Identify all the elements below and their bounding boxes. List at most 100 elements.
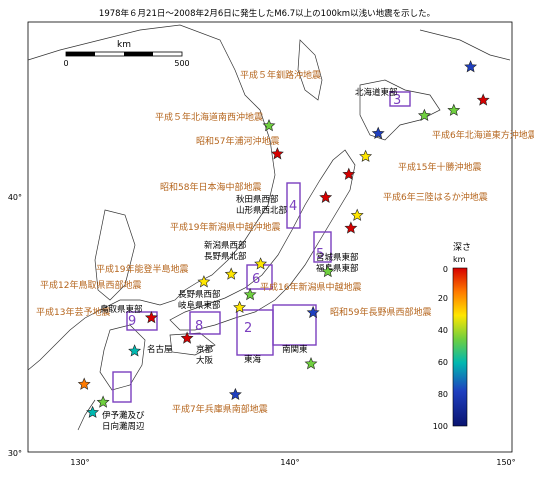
lat-tick-30: 30° (8, 449, 22, 458)
map-title: 1978年６月21日～2008年2月6日に発生したM6.7以上の100km以浅い… (99, 8, 435, 19)
earthquake-star-1 (476, 93, 490, 106)
region-box-tohoku (313, 231, 332, 263)
earthquake-markers (77, 60, 490, 418)
region-number-6: 6 (252, 272, 260, 287)
region-label-10: 名古屋 (147, 344, 173, 355)
earthquake-star-22 (304, 357, 318, 370)
scale-unit: km (117, 40, 131, 50)
quake-label-11: 平成13年芸予地震 (36, 306, 110, 318)
earthquake-star-3 (417, 108, 431, 122)
legend-tick-3: 60 (438, 358, 448, 367)
legend-tick-5: 100 (433, 422, 448, 431)
quake-label-4: 平成15年十勝沖地震 (398, 161, 481, 173)
region-box-akita (286, 182, 301, 229)
earthquake-star-14 (224, 267, 238, 280)
earthquake-star-16 (243, 287, 257, 301)
earthquake-star-17 (233, 300, 247, 314)
earthquake-star-8 (270, 147, 284, 160)
earthquake-star-26 (77, 377, 91, 390)
quake-label-1: 平成５年北海道南西沖地震 (155, 111, 263, 123)
region-label-9: 鳥取県東部 (100, 304, 143, 315)
region-label-16: 日向灘周辺 (102, 421, 145, 432)
legend-tick-0: 0 (443, 265, 448, 274)
quake-label-12: 昭和59年長野県西部地震 (330, 306, 431, 318)
earthquake-star-11 (350, 208, 364, 221)
region-number-8: 8 (195, 319, 203, 334)
quake-label-7: 平成19年新潟県中越沖地震 (170, 221, 280, 233)
quake-label-9: 平成16年新潟県中越地震 (260, 281, 361, 293)
earthquake-star-6 (342, 167, 356, 180)
earthquake-star-20 (128, 344, 142, 357)
legend-unit: km (453, 255, 466, 264)
scale-max: 500 (174, 59, 189, 68)
earthquake-star-18 (306, 305, 320, 319)
lat-tick-40: 40° (8, 193, 22, 202)
region-box-kyushu (112, 371, 132, 403)
quake-label-6: 平成6年三陸はるか沖地震 (383, 191, 488, 203)
scale-min: 0 (63, 59, 68, 68)
lon-tick-140: 140° (280, 458, 299, 467)
region-labels: 北海道東部 秋田県西部 山形県西北部 新潟県西部 長野県北部 宮城県東部 福島県… (100, 87, 398, 432)
quake-label-0: 平成５年釧路沖地震 (240, 69, 321, 81)
region-label-13: 東海 (244, 354, 262, 365)
earthquake-star-25 (86, 405, 100, 418)
quake-label-10: 平成12年鳥取県西部地震 (40, 279, 141, 291)
earthquake-star-2 (447, 103, 461, 116)
earthquake-star-13 (254, 257, 268, 270)
earthquake-star-12 (321, 264, 335, 278)
region-label-4: 長野県北部 (204, 251, 247, 262)
earthquake-star-10 (344, 221, 358, 234)
depth-legend: 深さ km 0 20 40 60 80 100 (433, 242, 471, 431)
region-label-3: 新潟県西部 (204, 240, 247, 251)
region-label-15: 伊予灘及び (102, 410, 145, 421)
quake-label-3: 平成6年北海道東方沖地震 (432, 129, 534, 141)
lon-tick-130: 130° (70, 458, 89, 467)
region-label-11: 京都 (196, 344, 214, 355)
quake-label-13: 平成7年兵庫県南部地震 (172, 403, 268, 415)
region-label-0: 北海道東部 (355, 87, 398, 98)
region-box-kinki (189, 311, 221, 335)
region-numbers: 2 3 4 5 6 9 8 (128, 93, 401, 336)
quake-label-8: 平成19年能登半島地震 (96, 263, 188, 275)
earthquake-star-23 (228, 387, 242, 401)
quake-label-5: 昭和58年日本海中部地震 (160, 181, 261, 193)
map-frame (27, 21, 513, 453)
earthquake-star-4 (371, 126, 385, 139)
region-boxes (112, 91, 411, 403)
lon-tick-150: 150° (496, 458, 515, 467)
region-label-14: 南関東 (282, 344, 308, 355)
earthquake-star-19 (144, 311, 158, 324)
earthquake-star-0 (464, 60, 478, 73)
region-box-chugoku (126, 311, 158, 331)
region-label-12: 大阪 (196, 355, 214, 366)
region-box-hokkaido-east (389, 91, 411, 107)
earthquake-labels: 平成５年釧路沖地震 平成５年北海道南西沖地震 昭和57年浦河沖地震 平成6年北海… (36, 69, 534, 415)
region-label-7: 長野県西部 (178, 289, 221, 300)
region-label-2: 山形県西北部 (236, 205, 288, 216)
region-label-8: 岐阜県東部 (178, 300, 221, 311)
axis-ticks: 130° 140° 150° 40° 30° (8, 193, 516, 467)
region-box-tokai (236, 309, 274, 356)
earthquake-star-21 (180, 331, 194, 344)
legend-tick-1: 20 (438, 294, 448, 303)
region-number-2: 2 (244, 321, 252, 336)
earthquake-star-15 (197, 275, 211, 288)
region-label-1: 秋田県西部 (236, 194, 279, 205)
quake-label-2: 昭和57年浦河沖地震 (196, 135, 279, 147)
region-label-6: 福島県東部 (316, 263, 359, 274)
legend-title: 深さ (453, 242, 471, 253)
legend-colorbar (452, 267, 468, 427)
region-number-5: 5 (316, 247, 324, 262)
region-number-3: 3 (393, 93, 401, 108)
scale-bar: km 0 500 (63, 40, 189, 68)
legend-tick-4: 80 (438, 390, 448, 399)
region-number-4: 4 (289, 199, 297, 214)
earthquake-star-5 (359, 149, 373, 162)
earthquake-star-7 (262, 119, 276, 132)
region-number-9: 9 (128, 314, 136, 329)
legend-tick-2: 40 (438, 326, 448, 335)
earthquake-star-9 (319, 190, 333, 203)
region-label-5: 宮城県東部 (316, 252, 359, 263)
